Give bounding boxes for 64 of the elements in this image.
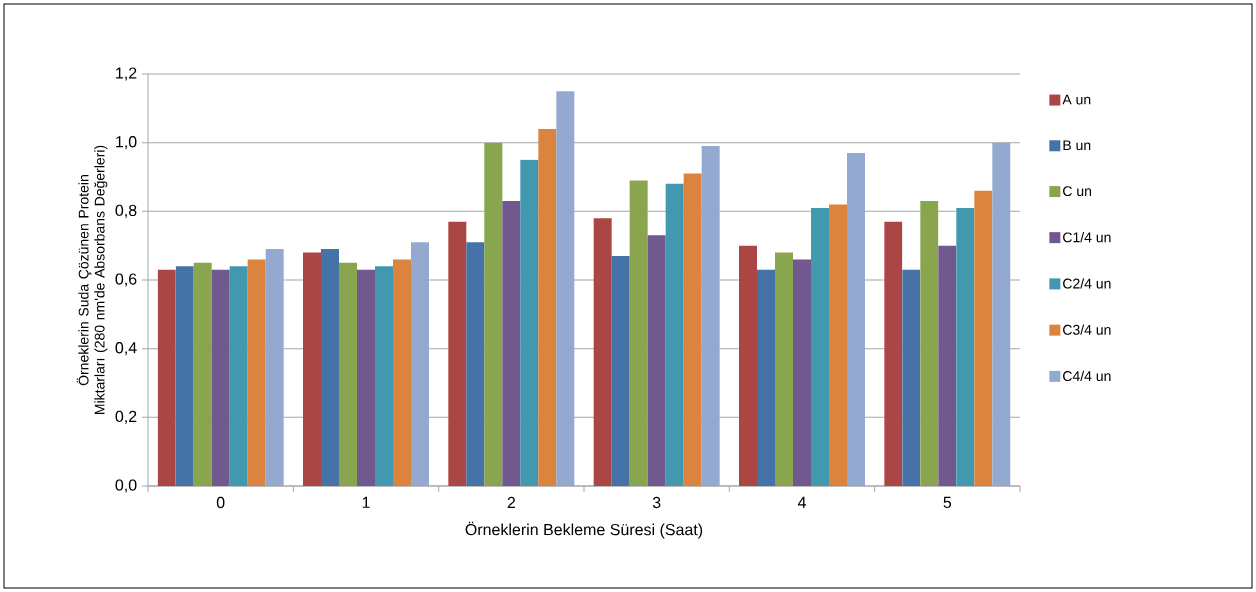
bar bbox=[265, 249, 284, 486]
bar bbox=[611, 255, 630, 486]
legend-label: C2/4 un bbox=[1063, 278, 1111, 289]
bar bbox=[757, 269, 775, 486]
bar bbox=[448, 221, 467, 486]
bar bbox=[357, 269, 375, 486]
bar bbox=[375, 266, 393, 486]
bar bbox=[175, 266, 194, 486]
legend-label: B un bbox=[1063, 140, 1091, 151]
bar bbox=[303, 252, 321, 486]
legend-label: C1/4 un bbox=[1063, 232, 1111, 243]
legend-label: C un bbox=[1063, 186, 1092, 197]
bar bbox=[701, 146, 720, 486]
legend-label: A un bbox=[1062, 94, 1091, 105]
y-tick-label: 0,6 bbox=[115, 273, 137, 287]
y-tick-label: 0,2 bbox=[115, 410, 137, 424]
x-tick-label: 0 bbox=[216, 496, 225, 509]
bar bbox=[538, 128, 557, 486]
bar bbox=[938, 245, 957, 486]
bar bbox=[321, 249, 339, 486]
bar bbox=[593, 218, 612, 486]
bar bbox=[829, 204, 847, 486]
y-tick-label: 1,2 bbox=[116, 67, 137, 81]
bar bbox=[229, 266, 248, 486]
bar bbox=[193, 262, 212, 486]
x-tick-label: 3 bbox=[652, 496, 661, 509]
y-tick-label: 0,4 bbox=[115, 342, 137, 356]
y-tick-label: 0,0 bbox=[115, 479, 137, 493]
bar bbox=[902, 269, 921, 486]
bar bbox=[739, 245, 757, 486]
y-axis-title: Örneklerin Suda Çözünen Protein Miktarları (280 nm'de Absorbans Değerleri) bbox=[76, 145, 108, 415]
bar bbox=[847, 152, 865, 486]
bar bbox=[411, 242, 429, 486]
bar bbox=[884, 221, 903, 486]
x-tick-label: 1 bbox=[362, 496, 370, 508]
bar bbox=[393, 259, 411, 486]
x-tick-label: 2 bbox=[507, 496, 515, 509]
y-tick-label: 0,8 bbox=[115, 204, 137, 218]
x-tick-label: 5 bbox=[943, 496, 952, 509]
y-tick-label: 1,0 bbox=[116, 136, 137, 150]
bar bbox=[211, 269, 230, 486]
bar bbox=[956, 207, 975, 486]
bar bbox=[775, 252, 793, 486]
bar bbox=[629, 180, 648, 486]
bar bbox=[247, 259, 266, 486]
legend-label: C3/4 un bbox=[1063, 324, 1111, 335]
bar bbox=[647, 235, 666, 486]
bar bbox=[665, 183, 684, 486]
bar bbox=[920, 201, 939, 486]
bar bbox=[466, 242, 485, 486]
x-tick-label: 4 bbox=[797, 496, 806, 508]
bar bbox=[811, 207, 829, 486]
bar bbox=[556, 91, 575, 486]
x-axis-title: Örneklerin Bekleme Süresi (Saat) bbox=[465, 521, 703, 539]
bar bbox=[502, 201, 521, 486]
bar bbox=[974, 190, 993, 486]
bar bbox=[339, 262, 357, 486]
bar bbox=[484, 142, 503, 486]
bar bbox=[992, 142, 1011, 486]
bar bbox=[157, 269, 176, 486]
bar bbox=[683, 173, 702, 486]
legend-label: C4/4 un bbox=[1063, 370, 1111, 382]
bar bbox=[793, 259, 811, 486]
bar bbox=[520, 159, 539, 486]
